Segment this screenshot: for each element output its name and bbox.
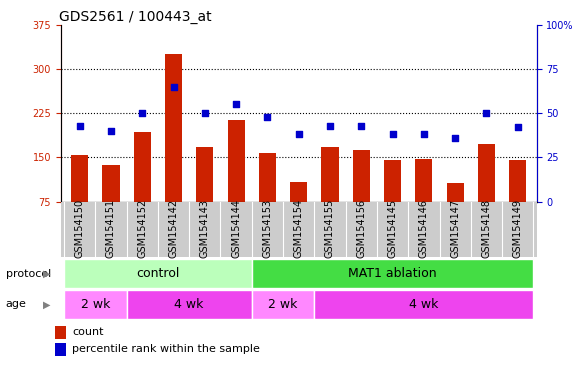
Bar (227, 120, 245, 202)
Bar (71, 155, 88, 202)
Point (263, 114, 272, 120)
Text: 4 wk: 4 wk (175, 298, 204, 311)
Point (75, 122, 84, 129)
Bar (126, 290, 252, 319)
Text: percentile rank within the sample: percentile rank within the sample (72, 344, 260, 354)
Bar (252, 259, 534, 288)
Text: count: count (72, 327, 103, 337)
Point (482, 110, 491, 116)
Bar (509, 161, 526, 202)
Point (357, 122, 366, 129)
Text: ▶: ▶ (43, 268, 50, 279)
Bar (165, 55, 182, 202)
Point (137, 110, 147, 116)
Bar (55, 326, 66, 339)
Point (169, 84, 178, 90)
Bar (252, 290, 314, 319)
Point (106, 128, 115, 134)
Bar (447, 183, 464, 202)
Bar (384, 161, 401, 202)
Bar (133, 132, 151, 202)
Point (451, 135, 460, 141)
Bar (64, 259, 252, 288)
Text: 4 wk: 4 wk (409, 298, 438, 311)
Bar (321, 147, 339, 202)
Bar (478, 144, 495, 202)
Bar (415, 159, 433, 202)
Point (419, 131, 429, 137)
Point (231, 101, 241, 108)
Bar (259, 153, 276, 202)
Text: ▶: ▶ (43, 299, 50, 310)
Point (325, 122, 335, 129)
Bar (55, 343, 66, 356)
Text: age: age (6, 299, 27, 310)
Point (388, 131, 397, 137)
Bar (314, 290, 534, 319)
Text: MAT1 ablation: MAT1 ablation (348, 267, 437, 280)
Bar (64, 290, 126, 319)
Text: GDS2561 / 100443_at: GDS2561 / 100443_at (59, 10, 211, 24)
Text: protocol: protocol (6, 268, 51, 279)
Text: control: control (136, 267, 180, 280)
Bar (196, 147, 213, 202)
Text: 2 wk: 2 wk (269, 298, 298, 311)
Bar (353, 150, 370, 202)
Bar (102, 164, 119, 202)
Bar (290, 182, 307, 202)
Point (294, 131, 303, 137)
Point (513, 124, 523, 131)
Point (200, 110, 209, 116)
Text: 2 wk: 2 wk (81, 298, 110, 311)
